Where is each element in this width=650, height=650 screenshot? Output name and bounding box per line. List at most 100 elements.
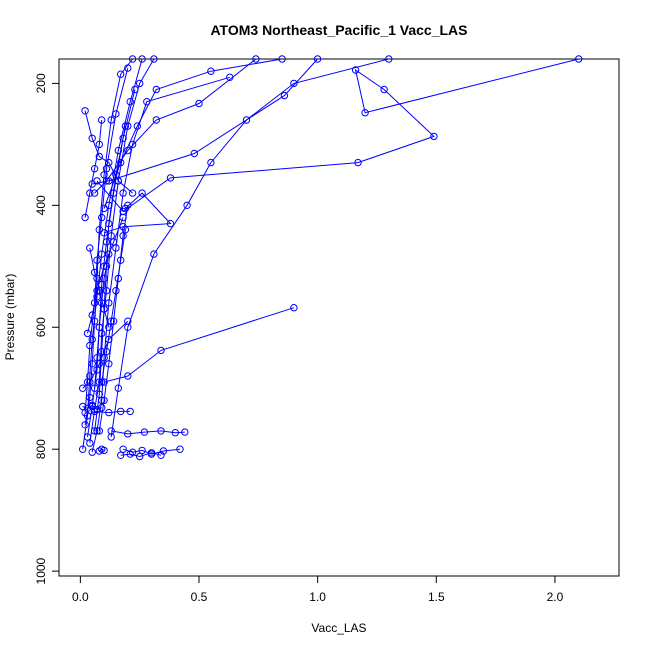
data-point: [117, 158, 125, 167]
data-point: [98, 378, 106, 386]
data-point: [112, 244, 120, 252]
series-line: [103, 307, 295, 383]
data-point: [79, 445, 87, 453]
data-point: [190, 149, 199, 158]
data-point: [100, 274, 108, 283]
series-11: [90, 407, 134, 417]
data-point: [117, 70, 125, 78]
data-point: [81, 421, 89, 429]
data-point: [95, 140, 104, 149]
data-point: [176, 445, 184, 453]
data-point: [121, 204, 130, 213]
data-point: [119, 445, 127, 453]
series-line: [94, 126, 126, 431]
data-point: [93, 427, 101, 435]
data-point: [121, 122, 130, 130]
data-point: [313, 55, 322, 63]
data-point: [88, 311, 96, 319]
data-point: [117, 407, 125, 416]
x-tick-label: 0.5: [191, 590, 208, 604]
data-point: [109, 238, 118, 246]
data-point: [95, 378, 104, 386]
data-point: [81, 408, 89, 417]
data-point: [124, 430, 132, 438]
data-point: [380, 85, 388, 94]
data-point: [290, 79, 298, 88]
data-point: [280, 91, 289, 100]
data-point: [166, 174, 175, 182]
data-point: [90, 165, 99, 173]
data-point: [86, 439, 94, 447]
data-point: [138, 189, 146, 197]
data-point: [105, 219, 113, 228]
series-3: [79, 55, 146, 453]
data-point: [109, 317, 118, 325]
data-point: [114, 384, 123, 392]
data-point: [114, 177, 123, 185]
data-point: [150, 55, 158, 63]
data-point: [102, 238, 111, 246]
data-point: [105, 360, 113, 368]
data-point: [86, 378, 94, 386]
data-point: [86, 244, 94, 252]
data-point: [124, 317, 132, 325]
data-point: [126, 450, 134, 458]
data-point: [252, 55, 260, 63]
plot-area: [58, 55, 620, 577]
data-point: [166, 219, 175, 228]
data-point: [86, 341, 94, 350]
data-point: [95, 323, 104, 331]
data-point: [90, 407, 99, 416]
data-point: [119, 189, 127, 197]
series-21: [100, 55, 286, 213]
data-point: [88, 134, 96, 143]
data-point: [105, 323, 113, 331]
data-point: [83, 378, 92, 386]
data-point: [157, 451, 165, 459]
data-point: [90, 427, 99, 435]
data-point: [575, 55, 583, 63]
data-point: [112, 110, 120, 118]
data-point: [98, 404, 106, 412]
data-point: [207, 67, 215, 75]
data-point: [351, 66, 360, 74]
y-tick-label: 200: [34, 73, 48, 93]
data-point: [88, 335, 96, 344]
data-point: [102, 347, 111, 356]
x-tick-label: 1.5: [428, 590, 445, 604]
series-26: [81, 116, 106, 222]
data-point: [93, 354, 101, 362]
data-point: [98, 299, 106, 307]
data-point: [95, 427, 104, 435]
data-point: [133, 122, 142, 130]
series-line: [110, 58, 389, 438]
data-point: [105, 408, 113, 417]
data-point: [86, 189, 94, 197]
data-point: [79, 402, 87, 411]
series-line: [96, 58, 579, 213]
data-point: [95, 447, 104, 455]
data-point: [93, 405, 101, 414]
series-line: [94, 254, 110, 389]
data-point: [278, 55, 286, 63]
series-0: [88, 73, 234, 456]
data-point: [100, 396, 108, 405]
data-point: [100, 378, 108, 386]
data-point: [83, 329, 92, 338]
data-point: [93, 256, 101, 264]
data-point: [157, 346, 165, 355]
data-point: [242, 116, 251, 124]
data-point: [102, 177, 111, 185]
data-point: [112, 287, 120, 295]
data-point: [131, 85, 139, 94]
data-point: [361, 109, 369, 117]
data-point: [195, 99, 203, 108]
series-25: [90, 250, 113, 392]
series-layer: [79, 55, 583, 461]
data-point: [100, 229, 108, 237]
data-point: [126, 98, 134, 106]
data-point: [100, 171, 108, 179]
data-point: [105, 158, 113, 167]
data-point: [88, 448, 96, 456]
